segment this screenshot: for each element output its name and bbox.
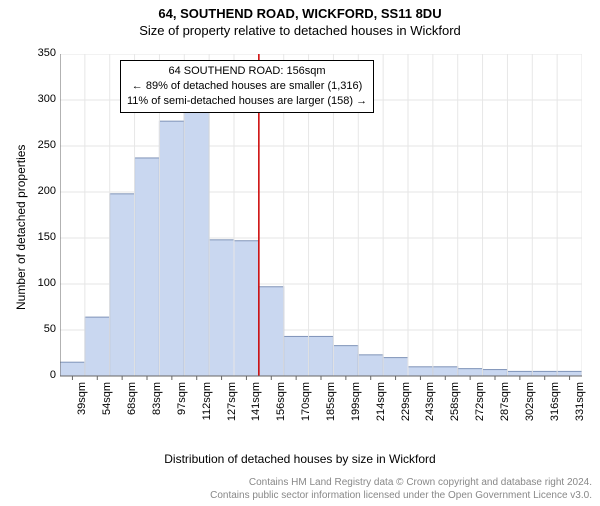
- credits-line1: Contains HM Land Registry data © Crown c…: [210, 476, 592, 489]
- y-tick: 250: [26, 139, 56, 151]
- page-subtitle: Size of property relative to detached ho…: [0, 23, 600, 38]
- annotation-box: 64 SOUTHEND ROAD: 156sqm ← 89% of detach…: [120, 60, 374, 113]
- x-tick: 39sqm: [76, 382, 88, 442]
- x-tick: 68sqm: [126, 382, 138, 442]
- x-tick: 127sqm: [226, 382, 238, 442]
- x-tick: 316sqm: [549, 382, 561, 442]
- y-tick: 200: [26, 185, 56, 197]
- x-tick: 229sqm: [400, 382, 412, 442]
- x-tick: 54sqm: [101, 382, 113, 442]
- annotation-line2: ← 89% of detached houses are smaller (1,…: [127, 79, 367, 94]
- x-tick: 272sqm: [474, 382, 486, 442]
- x-axis-label: Distribution of detached houses by size …: [0, 452, 600, 466]
- page-title: 64, SOUTHEND ROAD, WICKFORD, SS11 8DU: [0, 6, 600, 21]
- y-tick: 0: [26, 369, 56, 381]
- x-tick: 170sqm: [300, 382, 312, 442]
- y-tick: 350: [26, 47, 56, 59]
- y-tick: 100: [26, 277, 56, 289]
- x-tick: 112sqm: [201, 382, 213, 442]
- x-tick: 302sqm: [524, 382, 536, 442]
- x-tick: 243sqm: [424, 382, 436, 442]
- y-tick: 300: [26, 93, 56, 105]
- annotation-line1: 64 SOUTHEND ROAD: 156sqm: [127, 64, 367, 79]
- x-tick: 199sqm: [350, 382, 362, 442]
- x-tick: 141sqm: [250, 382, 262, 442]
- x-tick: 185sqm: [325, 382, 337, 442]
- x-tick: 287sqm: [499, 382, 511, 442]
- x-tick: 214sqm: [375, 382, 387, 442]
- x-tick: 331sqm: [574, 382, 586, 442]
- x-tick: 156sqm: [275, 382, 287, 442]
- annotation-line3: 11% of semi-detached houses are larger (…: [127, 94, 367, 109]
- y-tick: 50: [26, 323, 56, 335]
- credits-line2: Contains public sector information licen…: [210, 489, 592, 502]
- x-tick: 258sqm: [449, 382, 461, 442]
- y-tick: 150: [26, 231, 56, 243]
- credits: Contains HM Land Registry data © Crown c…: [210, 476, 592, 502]
- x-tick: 83sqm: [151, 382, 163, 442]
- x-tick: 97sqm: [176, 382, 188, 442]
